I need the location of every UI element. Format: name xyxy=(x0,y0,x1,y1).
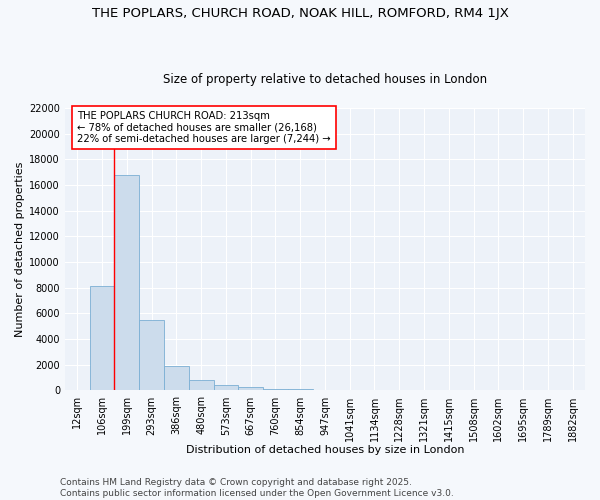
Bar xyxy=(238,388,263,390)
Bar xyxy=(189,380,214,390)
X-axis label: Distribution of detached houses by size in London: Distribution of detached houses by size … xyxy=(186,445,464,455)
Bar xyxy=(214,386,238,390)
Text: THE POPLARS CHURCH ROAD: 213sqm
← 78% of detached houses are smaller (26,168)
22: THE POPLARS CHURCH ROAD: 213sqm ← 78% of… xyxy=(77,110,331,144)
Bar xyxy=(288,389,313,390)
Bar xyxy=(164,366,189,390)
Bar xyxy=(139,320,164,390)
Text: Contains HM Land Registry data © Crown copyright and database right 2025.
Contai: Contains HM Land Registry data © Crown c… xyxy=(60,478,454,498)
Title: Size of property relative to detached houses in London: Size of property relative to detached ho… xyxy=(163,73,487,86)
Bar xyxy=(263,389,288,390)
Bar xyxy=(89,286,115,391)
Y-axis label: Number of detached properties: Number of detached properties xyxy=(15,162,25,337)
Text: THE POPLARS, CHURCH ROAD, NOAK HILL, ROMFORD, RM4 1JX: THE POPLARS, CHURCH ROAD, NOAK HILL, ROM… xyxy=(92,8,508,20)
Bar xyxy=(115,175,139,390)
